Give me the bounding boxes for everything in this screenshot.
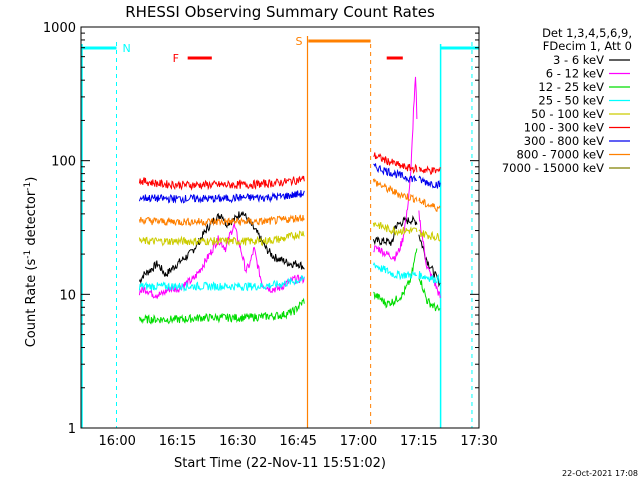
legend-header-line-1: Det 1,3,4,5,6,9,: [542, 26, 632, 40]
x-tick-label: 17:30: [460, 434, 497, 449]
night-marker-label: N: [123, 42, 131, 55]
x-axis-label: Start Time (22-Nov-11 15:51:02): [174, 456, 386, 471]
series-line-7-seg1: [138, 190, 305, 204]
series-line-4-seg2: [372, 261, 418, 281]
legend-label-8: 800 - 7000 keV: [516, 148, 604, 162]
legend-header-line-2: FDecim 1, Att 0: [543, 39, 632, 53]
series-line-6-seg3: [418, 165, 441, 176]
series-line-8-seg3: [418, 197, 441, 213]
x-tick-label: 17:00: [340, 434, 377, 449]
legend-label-9: 7000 - 15000 keV: [502, 161, 604, 175]
series-line-6-seg2: [373, 152, 418, 175]
plot-area: N S F: [81, 35, 479, 428]
legend-label-5: 50 - 100 keV: [531, 107, 604, 121]
y-tick-label: 100: [51, 155, 76, 170]
series-line-1-seg3: [418, 234, 441, 288]
series-line-4-seg3: [418, 271, 441, 284]
series-line-4-seg1: [138, 275, 305, 293]
series-line-7-seg3: [418, 175, 441, 189]
series-line-1-seg2: [372, 214, 418, 246]
series-line-8-seg1: [138, 214, 305, 228]
x-tick-label: 16:00: [98, 434, 135, 449]
legend-label-6: 100 - 300 keV: [524, 121, 604, 135]
legend: Det 1,3,4,5,6,9, FDecim 1, Att 0 3 - 6 k…: [502, 26, 632, 175]
x-tick-label: 16:30: [219, 434, 256, 449]
legend-label-7: 300 - 800 keV: [524, 134, 604, 148]
y-tick-label: 1000: [43, 21, 76, 36]
series-line-8-seg2: [372, 178, 418, 203]
series-line-2-seg2: [373, 76, 418, 262]
y-axis-label: Count Rate (s-1 detector-1): [23, 177, 39, 348]
series-line-3-seg3: [418, 278, 441, 312]
series-line-5-seg1: [138, 230, 305, 247]
series-line-6-seg1: [138, 175, 305, 191]
timestamp: 22-Oct-2021 17:08: [562, 469, 638, 478]
x-tick-label: 16:45: [279, 434, 316, 449]
series-line-2-seg3: [418, 210, 441, 299]
series-line-1-seg1: [138, 211, 305, 285]
y-tick-label: 1: [68, 422, 76, 437]
legend-label-4: 25 - 50 keV: [538, 94, 604, 108]
legend-label-1: 3 - 6 keV: [553, 53, 604, 67]
series-line-7-seg2: [373, 163, 418, 184]
x-tick-label: 17:15: [400, 434, 437, 449]
legend-label-3: 12 - 25 keV: [538, 80, 604, 94]
chart-title: RHESSI Observing Summary Count Rates: [125, 3, 435, 21]
series-line-5-seg2: [372, 221, 418, 237]
series-line-3-seg1: [138, 297, 305, 325]
y-tick-label: 10: [59, 288, 76, 303]
saa-marker-label: S: [296, 35, 303, 48]
series-line-3-seg2: [373, 248, 418, 309]
flare-marker-label: F: [173, 52, 179, 65]
series-line-5-seg3: [418, 229, 441, 242]
plot-frame: [80, 26, 480, 429]
legend-label-2: 6 - 12 keV: [546, 67, 604, 81]
x-tick-label: 16:15: [159, 434, 196, 449]
axes: 1 10 100 1000 16:00 16:15 16:30 16:45 17:00 17:15…: [43, 21, 498, 449]
